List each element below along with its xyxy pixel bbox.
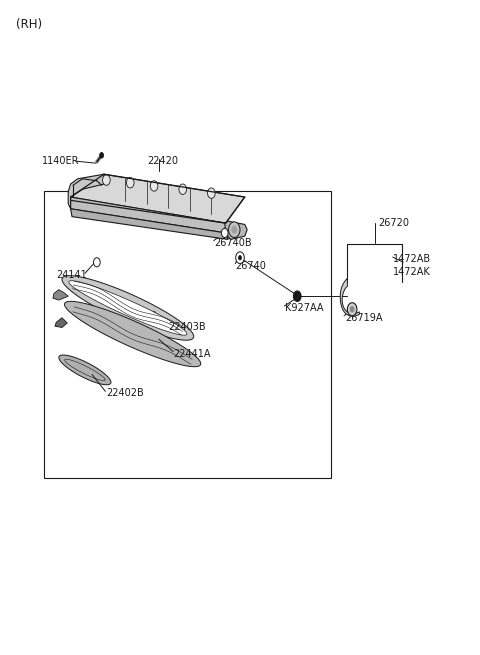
Text: 22403B: 22403B: [168, 322, 206, 333]
Circle shape: [293, 291, 301, 301]
Circle shape: [103, 175, 110, 185]
Text: 26719A: 26719A: [345, 312, 383, 323]
Polygon shape: [68, 174, 104, 209]
Circle shape: [179, 184, 187, 195]
Text: 1472AB: 1472AB: [393, 254, 431, 264]
Text: K927AA: K927AA: [285, 303, 324, 313]
Text: 1140ER: 1140ER: [42, 156, 80, 166]
Circle shape: [238, 255, 242, 260]
Circle shape: [231, 226, 237, 234]
Text: 26720: 26720: [378, 218, 409, 228]
Text: 24141: 24141: [56, 271, 87, 280]
Text: 26740B: 26740B: [214, 238, 252, 248]
Polygon shape: [59, 355, 111, 384]
Polygon shape: [71, 174, 245, 223]
Circle shape: [348, 303, 357, 316]
Circle shape: [94, 257, 100, 267]
Text: 1472AK: 1472AK: [393, 267, 431, 277]
Polygon shape: [62, 276, 194, 340]
Polygon shape: [225, 221, 247, 240]
Circle shape: [350, 306, 355, 312]
Circle shape: [99, 152, 104, 159]
Circle shape: [126, 178, 134, 188]
Circle shape: [150, 181, 158, 191]
Polygon shape: [53, 290, 68, 300]
Polygon shape: [340, 278, 360, 316]
Text: 22441A: 22441A: [173, 348, 211, 358]
Text: 22420: 22420: [147, 156, 178, 166]
Text: (RH): (RH): [16, 18, 42, 31]
Circle shape: [236, 252, 244, 263]
Polygon shape: [71, 197, 226, 233]
Circle shape: [221, 229, 228, 238]
Polygon shape: [69, 281, 187, 335]
Circle shape: [207, 188, 215, 198]
Polygon shape: [55, 318, 67, 328]
Polygon shape: [64, 301, 201, 367]
Polygon shape: [71, 209, 228, 240]
Text: 22402B: 22402B: [107, 388, 144, 398]
Text: 26740: 26740: [235, 261, 266, 271]
Bar: [44, 191, 331, 477]
Circle shape: [228, 222, 240, 238]
